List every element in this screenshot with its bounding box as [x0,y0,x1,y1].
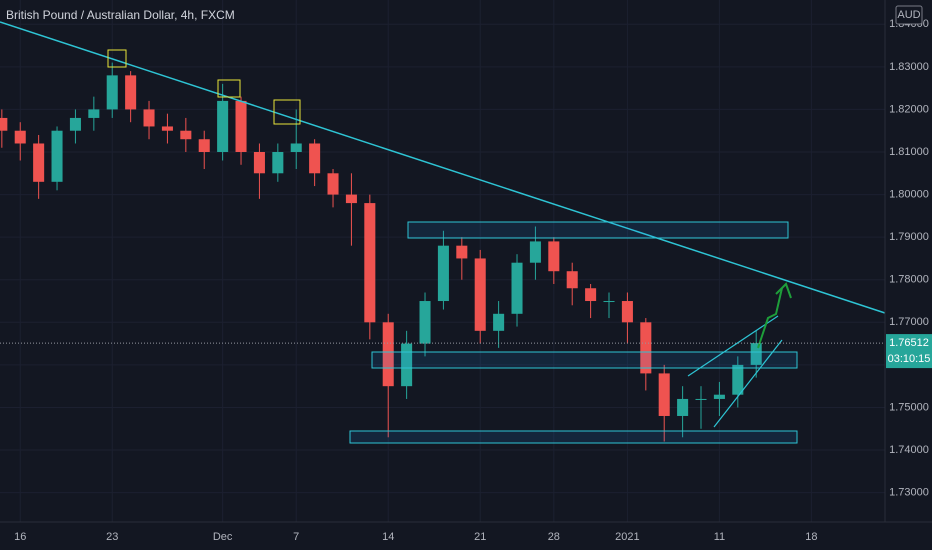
highlight-box [217,79,241,98]
y-tick-label: 1.79000 [889,231,929,243]
x-tick-label: 23 [106,531,118,543]
candle-body [713,394,725,399]
zone [371,351,798,369]
candle-body [732,364,744,395]
y-tick-label: 1.80000 [889,188,929,200]
x-tick-label: 11 [714,531,725,543]
candle-body [548,241,560,272]
candle-body [33,143,45,182]
candle-body [272,152,284,174]
candle-body [529,241,541,263]
y-tick-label: 1.78000 [889,274,929,286]
candle-body [69,117,81,131]
candle-body [345,194,357,204]
candle-body [290,143,302,153]
candle-body [603,301,615,303]
drawings [0,21,886,444]
axes: 1.730001.740001.750001.760001.770001.780… [0,18,932,543]
candle-body [640,322,652,374]
currency: AUD [897,9,920,21]
y-tick-label: 1.73000 [889,487,929,499]
y-tick-label: 1.74000 [889,444,929,456]
highlight-box [107,49,127,68]
candle-body [217,100,229,153]
candle-body [511,262,523,314]
candle-body [198,139,210,153]
zone [407,221,789,239]
last-price-label: 1.76512 [889,337,929,349]
candle-body [382,322,394,387]
candle-body [125,75,137,110]
candle-body [474,258,486,331]
candle-body [88,109,100,118]
y-tick-label: 1.82000 [889,103,929,115]
x-tick-label: 21 [474,531,486,543]
y-tick-label: 1.75000 [889,401,929,413]
candle-body [161,126,173,131]
y-tick-label: 1.83000 [889,61,929,73]
candles [0,62,762,442]
candle-body [493,313,505,331]
x-tick-label: 28 [548,531,560,543]
candle-body [401,343,413,387]
candle-body [309,143,321,174]
candle-body [364,203,376,323]
highlight-box [273,99,301,125]
candle-body [0,117,8,131]
candle-body [14,130,26,144]
candle-body [750,343,762,365]
wedge-line [713,339,783,428]
candle-body [437,245,449,302]
y-tick-label: 1.77000 [889,316,929,328]
candle-body [566,271,578,289]
y-tick-label: 1.81000 [889,146,929,158]
countdown: 03:10:15 [888,353,931,365]
candle-body [419,301,431,344]
wedge-line [687,315,779,377]
candle-body [180,130,192,140]
zone [349,430,798,444]
candle-body [621,301,633,323]
x-tick-label: 2021 [615,531,639,543]
candle-body [677,398,689,416]
candle-body [658,373,670,416]
candle-body [327,173,339,195]
x-tick-label: 7 [293,531,299,543]
candle-body [456,245,468,259]
x-tick-label: Dec [213,531,233,543]
x-tick-label: 16 [14,531,26,543]
candle-body [253,152,265,174]
chart-title: British Pound / Australian Dollar, 4h, F… [6,8,235,22]
candle-body [51,130,63,182]
candle-body [585,288,597,302]
last-price-box [886,334,932,369]
trend-line [0,21,886,314]
candle-body [143,109,155,127]
candle-body [106,75,118,110]
arrow-head [775,282,792,299]
currency-box [895,5,923,25]
x-tick-label: 18 [805,531,817,543]
candle-body [235,100,247,153]
candle-body [695,398,707,400]
x-tick-label: 14 [382,531,394,543]
projection-arrow [757,287,783,349]
